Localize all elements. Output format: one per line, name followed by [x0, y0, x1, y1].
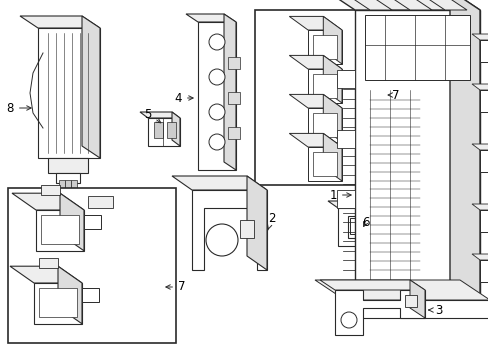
Polygon shape [48, 158, 88, 173]
Polygon shape [307, 69, 341, 103]
Text: 1: 1 [329, 189, 350, 202]
Polygon shape [88, 196, 113, 208]
Polygon shape [172, 112, 180, 146]
Polygon shape [20, 16, 100, 28]
Text: 6: 6 [361, 216, 369, 229]
Polygon shape [148, 118, 180, 146]
Polygon shape [314, 280, 488, 300]
Bar [240, 220, 253, 238]
Polygon shape [82, 288, 99, 302]
Text: 7: 7 [387, 89, 399, 102]
Bar [227, 127, 240, 139]
Polygon shape [379, 0, 431, 10]
Text: 4: 4 [174, 91, 193, 104]
Text: 5: 5 [144, 108, 161, 123]
Bar [8, 188, 176, 343]
Circle shape [205, 224, 238, 256]
Polygon shape [336, 190, 354, 208]
Polygon shape [323, 17, 341, 64]
Polygon shape [58, 266, 82, 324]
Polygon shape [471, 34, 488, 40]
Bar [39, 288, 77, 316]
Bar [154, 122, 163, 138]
Polygon shape [345, 300, 488, 318]
Polygon shape [289, 55, 341, 69]
Bar [312, 152, 336, 176]
Polygon shape [198, 22, 236, 170]
Polygon shape [339, 0, 391, 10]
Polygon shape [307, 108, 341, 142]
Bar [41, 215, 79, 244]
Polygon shape [307, 147, 341, 181]
Polygon shape [82, 16, 100, 158]
Polygon shape [36, 210, 84, 251]
Polygon shape [71, 180, 77, 190]
Polygon shape [38, 28, 100, 158]
Bar [227, 57, 240, 69]
Polygon shape [354, 10, 479, 300]
Bar [227, 92, 240, 104]
Polygon shape [479, 210, 488, 232]
Bar [404, 295, 416, 307]
Polygon shape [39, 258, 58, 268]
Polygon shape [41, 185, 60, 195]
Polygon shape [65, 180, 71, 190]
Polygon shape [307, 30, 341, 64]
Polygon shape [325, 0, 479, 10]
Text: 8: 8 [7, 102, 31, 114]
Polygon shape [364, 15, 469, 80]
Polygon shape [59, 180, 65, 190]
Polygon shape [327, 201, 372, 208]
Bar [312, 113, 336, 137]
Polygon shape [289, 94, 341, 108]
Polygon shape [289, 134, 341, 147]
Polygon shape [471, 204, 488, 210]
Polygon shape [319, 280, 424, 290]
Text: 2: 2 [267, 212, 275, 230]
Circle shape [208, 134, 224, 150]
Polygon shape [471, 84, 488, 90]
Polygon shape [12, 193, 84, 210]
Polygon shape [414, 0, 466, 10]
Bar [312, 74, 336, 98]
Polygon shape [449, 0, 479, 300]
Text: 7: 7 [165, 280, 185, 293]
Polygon shape [479, 40, 488, 62]
Bar [349, 218, 365, 234]
Polygon shape [185, 14, 236, 22]
Polygon shape [246, 176, 266, 270]
Polygon shape [60, 193, 84, 251]
Polygon shape [334, 290, 424, 335]
Polygon shape [479, 260, 488, 282]
Bar [312, 35, 336, 59]
Polygon shape [323, 55, 341, 103]
Text: 3: 3 [428, 303, 442, 316]
Polygon shape [172, 176, 266, 190]
Circle shape [208, 69, 224, 85]
Polygon shape [471, 254, 488, 260]
Polygon shape [224, 14, 236, 170]
Bar [167, 122, 176, 138]
Circle shape [208, 104, 224, 120]
Polygon shape [409, 280, 424, 318]
Circle shape [208, 34, 224, 50]
Polygon shape [192, 190, 266, 270]
Polygon shape [84, 215, 101, 229]
Polygon shape [479, 150, 488, 172]
Circle shape [340, 312, 356, 328]
Polygon shape [56, 173, 80, 183]
Polygon shape [289, 17, 341, 30]
Polygon shape [337, 208, 372, 246]
Polygon shape [323, 94, 341, 142]
Bar [254, 10, 384, 185]
Polygon shape [323, 134, 341, 181]
Polygon shape [471, 144, 488, 150]
Polygon shape [336, 130, 354, 148]
Polygon shape [479, 90, 488, 112]
Polygon shape [362, 201, 372, 246]
Polygon shape [140, 112, 180, 118]
Polygon shape [336, 70, 354, 88]
Polygon shape [34, 283, 82, 324]
Polygon shape [10, 266, 82, 283]
